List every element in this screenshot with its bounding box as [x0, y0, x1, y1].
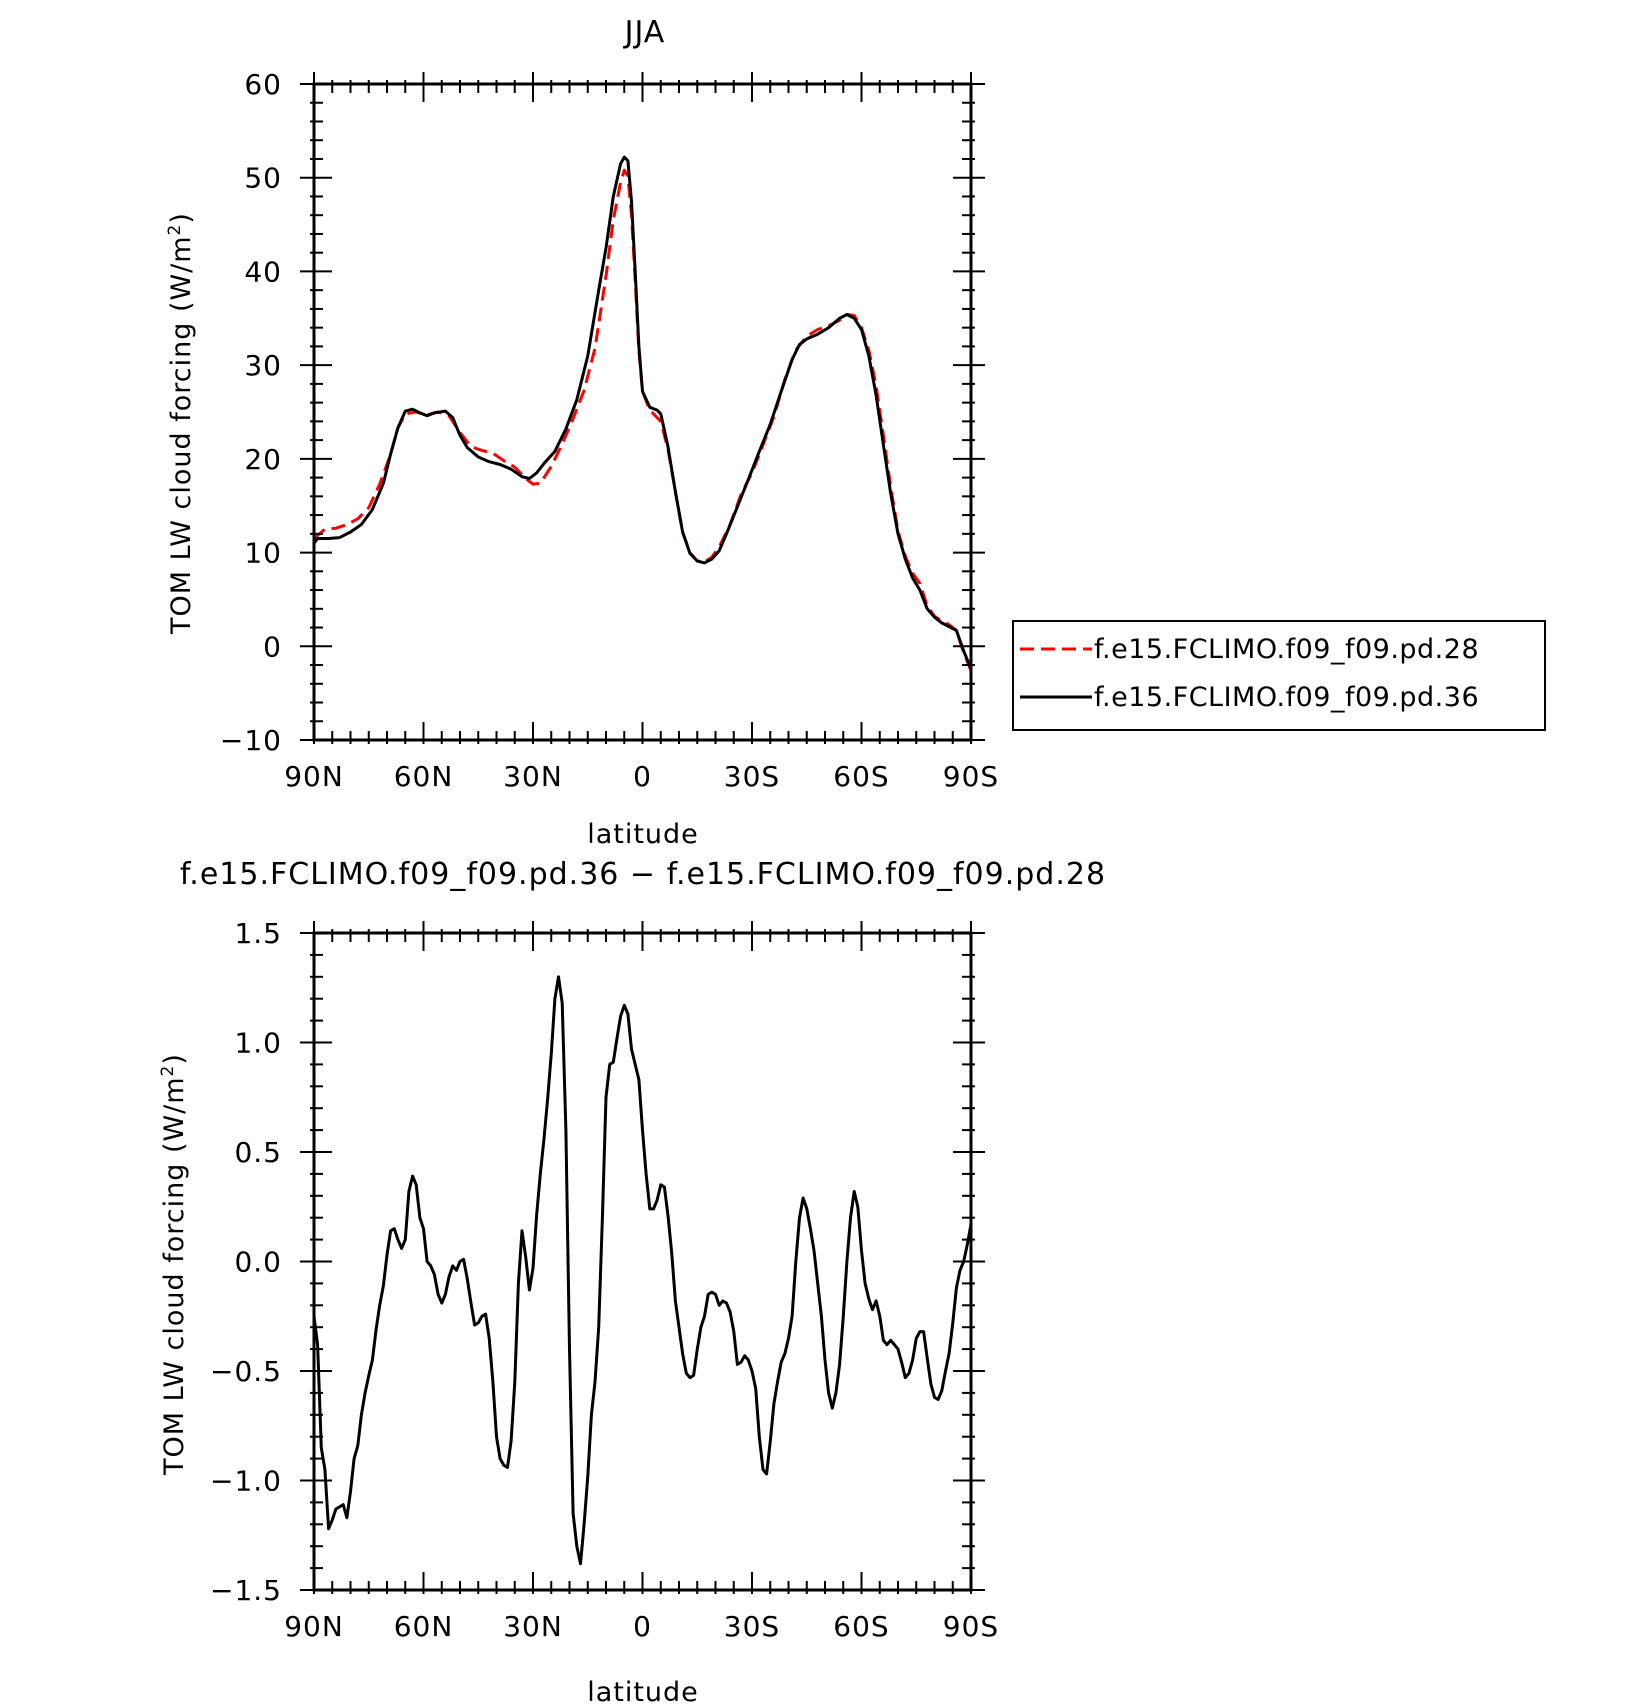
- chart1-y-tick-label: −0.5: [210, 1355, 282, 1388]
- chart1-x-tick-label: 90S: [943, 1610, 999, 1643]
- top-y-axis-label: TOM LW cloud forcing (W/m2): [165, 212, 197, 635]
- chart1-frame: [312, 931, 973, 1592]
- chart0-series-line-0: [314, 168, 971, 672]
- bottom-y-axis-label-close: ): [159, 1053, 190, 1065]
- chart0-y-tick-label: 10: [244, 537, 282, 570]
- chart1-x-tick-label: 30S: [724, 1610, 780, 1643]
- chart0-x-tick-label: 60S: [833, 760, 889, 793]
- chart1-x-tick-label: 60N: [394, 1610, 454, 1643]
- bottom-y-axis-label-main: TOM LW cloud forcing (W/m: [159, 1076, 190, 1476]
- chart1-x-tick-label: 30N: [503, 1610, 563, 1643]
- chart1-y-tick-label: −1.0: [210, 1465, 282, 1498]
- chart0-x-tick-label: 30S: [724, 760, 780, 793]
- bottom-plot-area: 90N 60N 30N 0 30S 60S 90S −1.5 −1.0 −0.5 0.0 0.5 1.0…: [210, 917, 999, 1643]
- chart1-series-line-0: [314, 975, 971, 1566]
- chart0-y-tick-label: 20: [244, 443, 282, 476]
- bottom-y-axis-label-sup: 2: [158, 1065, 178, 1077]
- chart1-y-tick-label: 1.5: [234, 917, 282, 950]
- top-x-axis-label: latitude: [587, 819, 699, 850]
- chart1-y-tick-label: −1.5: [210, 1574, 282, 1607]
- legend-item-pd36: f.e15.FCLIMO.f09_f09.pd.36: [1020, 682, 1479, 713]
- top-chart-panel: JJA 90N 60N 30N 0 30S 60S 90S−100102030405060 …: [165, 15, 1546, 850]
- legend-label-pd28: f.e15.FCLIMO.f09_f09.pd.28: [1094, 634, 1479, 665]
- top-y-axis-label-sup: 2: [165, 224, 185, 236]
- chart0-x-tick-label: 60N: [394, 760, 454, 793]
- chart1-x-tick-label: 60S: [833, 1610, 889, 1643]
- chart0-x-tick-label: 90S: [943, 760, 999, 793]
- legend-box: [1012, 620, 1546, 731]
- chart0-x-tick-label: 90N: [284, 760, 344, 793]
- top-chart-title: JJA: [623, 15, 666, 50]
- chart1-x-tick-label: 0: [633, 1610, 652, 1643]
- chart1-y-tick-label: 0.0: [234, 1246, 282, 1279]
- legend: f.e15.FCLIMO.f09_f09.pd.28 f.e15.FCLIMO.…: [1012, 620, 1546, 731]
- bottom-chart-title: f.e15.FCLIMO.f09_f09.pd.36 − f.e15.FCLIM…: [180, 857, 1106, 892]
- chart0-y-tick-label: 0: [263, 630, 282, 663]
- chart0-x-tick-label: 0: [633, 760, 652, 793]
- chart0-y-tick-label: 50: [244, 162, 282, 195]
- chart1-y-tick-label: 0.5: [234, 1136, 282, 1169]
- top-y-axis-label-main: TOM LW cloud forcing (W/m: [166, 235, 197, 635]
- chart0-y-tick-label: −10: [220, 724, 282, 757]
- bottom-chart-panel: f.e15.FCLIMO.f09_f09.pd.36 − f.e15.FCLIM…: [158, 857, 1106, 1708]
- legend-label-pd36: f.e15.FCLIMO.f09_f09.pd.36: [1094, 682, 1479, 713]
- chart1-x-tick-label: 90N: [284, 1610, 344, 1643]
- chart0-y-tick-label: 40: [244, 255, 282, 288]
- chart0-x-tick-label: 30N: [503, 760, 563, 793]
- bottom-x-axis-label: latitude: [587, 1677, 699, 1708]
- chart0-y-tick-label: 30: [244, 349, 282, 382]
- chart0-y-tick-label: 60: [244, 68, 282, 101]
- top-plot-area: 90N 60N 30N 0 30S 60S 90S −10 0 10 20 30 40 50 60: [220, 68, 999, 793]
- chart0-series-line-1: [314, 155, 971, 670]
- legend-item-pd28: f.e15.FCLIMO.f09_f09.pd.28: [1020, 634, 1479, 665]
- chart1-y-tick-label: 1.0: [234, 1027, 282, 1060]
- bottom-y-axis-label: TOM LW cloud forcing (W/m2): [158, 1053, 190, 1476]
- top-y-axis-label-close: ): [166, 212, 197, 224]
